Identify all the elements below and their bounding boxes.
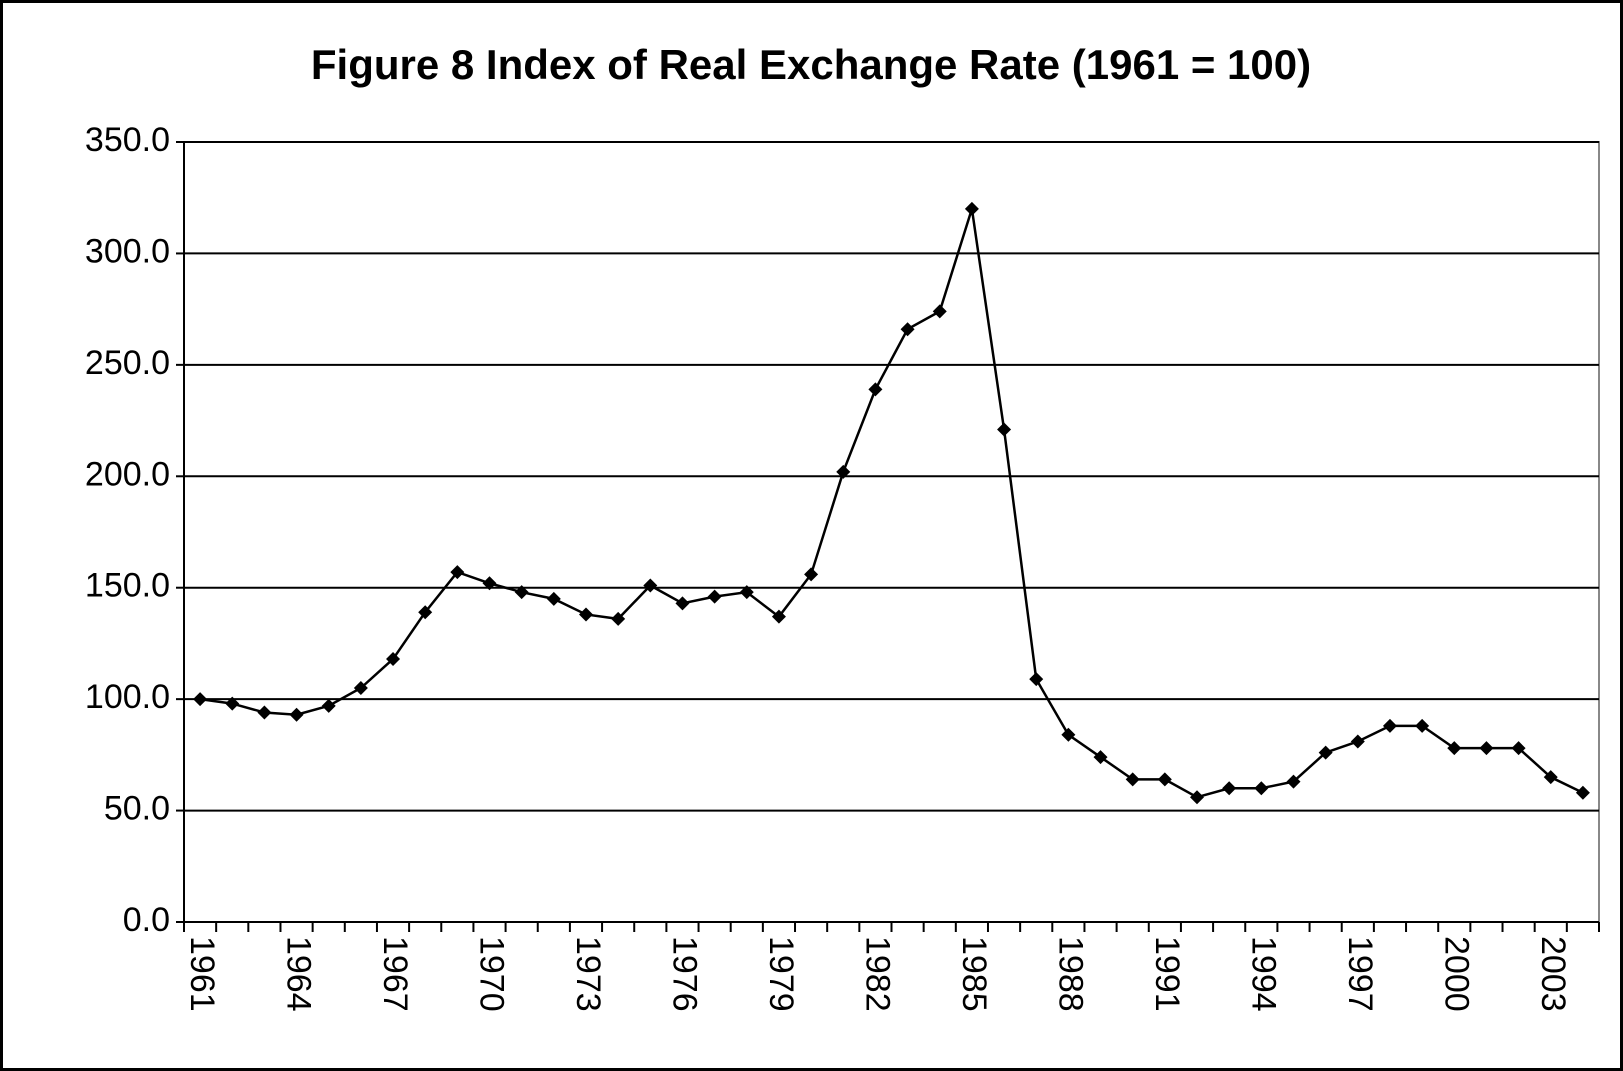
data-point — [932, 304, 947, 319]
data-point — [964, 201, 979, 216]
data-point — [1543, 770, 1558, 785]
x-tick-label: 1964 — [280, 936, 318, 1012]
data-point — [289, 707, 304, 722]
data-point — [514, 585, 529, 600]
y-tick-label: 200.0 — [85, 455, 170, 493]
data-point — [1157, 772, 1172, 787]
y-tick-label: 50.0 — [104, 790, 170, 828]
data-point — [675, 596, 690, 611]
data-point — [836, 464, 851, 479]
data-point — [193, 692, 208, 707]
data-point — [611, 611, 626, 626]
x-tick-label: 2000 — [1437, 936, 1475, 1012]
x-tick-label: 1988 — [1051, 936, 1089, 1012]
x-tick-label: 2003 — [1534, 936, 1572, 1012]
data-point — [739, 585, 754, 600]
data-point — [450, 565, 465, 580]
x-tick-label: 1985 — [955, 936, 993, 1012]
y-tick-label: 300.0 — [85, 232, 170, 270]
data-point — [546, 591, 561, 606]
y-tick-label: 0.0 — [123, 901, 170, 939]
data-point — [1093, 750, 1108, 765]
data-point — [1511, 741, 1526, 756]
data-point — [1447, 741, 1462, 756]
x-tick-label: 1991 — [1148, 936, 1186, 1012]
data-point — [1286, 774, 1301, 789]
data-point — [1222, 781, 1237, 796]
data-point — [1318, 745, 1333, 760]
data-point — [643, 578, 658, 593]
x-tick-label: 1970 — [473, 936, 511, 1012]
chart-title: Figure 8 Index of Real Exchange Rate (19… — [311, 41, 1311, 88]
x-tick-label: 1997 — [1341, 936, 1379, 1012]
data-point — [771, 609, 786, 624]
x-tick-label: 1979 — [762, 936, 800, 1012]
data-point — [1029, 672, 1044, 687]
data-point — [1382, 718, 1397, 733]
y-tick-label: 350.0 — [85, 121, 170, 159]
data-point — [482, 576, 497, 591]
y-tick-label: 250.0 — [85, 344, 170, 382]
x-tick-label: 1967 — [376, 936, 414, 1012]
data-point — [1479, 741, 1494, 756]
y-tick-label: 150.0 — [85, 567, 170, 605]
data-point — [418, 605, 433, 620]
x-tick-label: 1973 — [569, 936, 607, 1012]
data-point — [1415, 718, 1430, 733]
data-point — [804, 567, 819, 582]
data-point — [321, 698, 336, 713]
data-point — [900, 322, 915, 337]
data-point — [1061, 727, 1076, 742]
data-line — [199, 208, 1584, 799]
data-point — [707, 589, 722, 604]
y-tick-label: 100.0 — [85, 678, 170, 716]
data-point — [578, 607, 593, 622]
data-point — [1575, 785, 1590, 800]
data-point — [1254, 781, 1269, 796]
data-point — [257, 705, 272, 720]
data-point — [1190, 790, 1205, 805]
data-point — [997, 422, 1012, 437]
data-point — [868, 382, 883, 397]
x-tick-label: 1982 — [858, 936, 896, 1012]
x-tick-label: 1994 — [1244, 936, 1282, 1012]
data-point — [386, 652, 401, 667]
data-point — [1350, 734, 1365, 749]
data-point — [225, 696, 240, 711]
x-tick-label: 1961 — [183, 936, 221, 1012]
data-point — [353, 681, 368, 695]
data-point — [1125, 772, 1140, 787]
x-tick-label: 1976 — [665, 936, 703, 1012]
